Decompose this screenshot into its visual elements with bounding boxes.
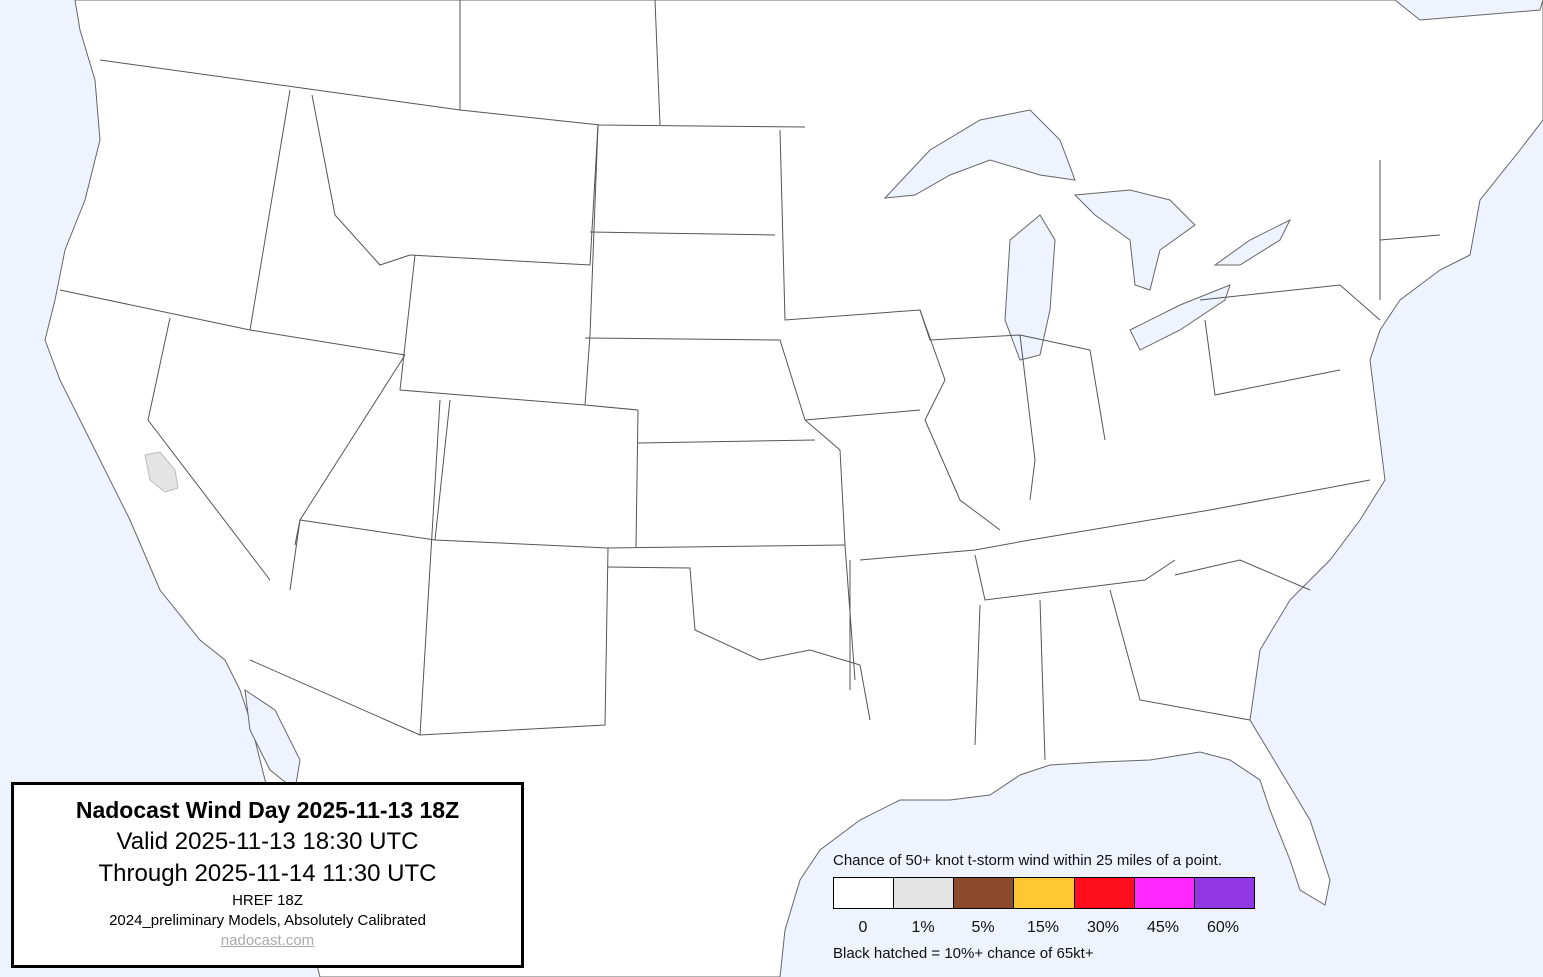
valid-time: Valid 2025-11-13 18:30 UTC: [116, 828, 419, 855]
border-line: [974, 604, 981, 746]
border-line: [59, 289, 406, 356]
border-line: [1174, 559, 1311, 591]
legend-swatch: [1194, 878, 1254, 908]
border-line: [1199, 284, 1381, 321]
forecast-area-1pct: [144, 451, 179, 493]
state-borders: [59, 0, 1441, 761]
border-line: [249, 659, 421, 736]
nadocast-link[interactable]: nadocast.com: [220, 932, 315, 949]
legend-swatch: [1074, 878, 1135, 908]
lake-superior: [883, 109, 1076, 199]
border-line: [1089, 349, 1106, 441]
title-box: Nadocast Wind Day 2025-11-13 18Z Valid 2…: [11, 782, 524, 968]
border-line: [1039, 599, 1046, 761]
border-line: [584, 124, 639, 411]
model-run: HREF 18Z: [232, 892, 303, 909]
border-line: [654, 0, 661, 126]
lake-huron: [1073, 189, 1196, 291]
border-line: [289, 519, 301, 591]
border-line: [637, 439, 816, 444]
legend-swatch: [1014, 878, 1075, 908]
legend-hatch-note: Black hatched = 10%+ chance of 65kt+: [833, 945, 1094, 962]
map-title: Nadocast Wind Day 2025-11-13 18Z: [75, 797, 460, 823]
great-lakes: [883, 109, 1292, 361]
legend-label: 60%: [1206, 919, 1240, 936]
border-line: [99, 59, 806, 128]
calibration-note: 2024_preliminary Models, Absolutely Cali…: [109, 912, 426, 929]
border-line: [299, 519, 846, 549]
border-line: [974, 554, 1176, 601]
legend: Chance of 50+ knot t-storm wind within 2…: [833, 852, 1273, 962]
border-line: [607, 566, 871, 721]
legend-swatch: [954, 878, 1015, 908]
legend-swatch: [1134, 878, 1195, 908]
border-line: [804, 409, 921, 421]
border-line: [919, 309, 1001, 531]
border-line: [1109, 589, 1251, 721]
lake-michigan: [1004, 214, 1056, 361]
legend-swatch: [834, 878, 895, 908]
legend-label: 30%: [1086, 919, 1120, 936]
legend-label: 1%: [911, 919, 935, 936]
border-line: [147, 317, 271, 581]
legend-labels: 0 1% 5% 15% 30% 45% 60%: [833, 919, 1253, 937]
legend-heading: Chance of 50+ knot t-storm wind within 2…: [833, 852, 1222, 869]
lake-erie: [1129, 284, 1231, 351]
legend-label: 5%: [971, 919, 995, 936]
border-line: [589, 231, 776, 236]
lake-ontario: [1213, 218, 1292, 266]
border-line: [859, 479, 1371, 561]
border-line: [399, 254, 586, 406]
through-time: Through 2025-11-14 11:30 UTC: [98, 860, 437, 887]
border-line: [419, 399, 609, 736]
legend-color-bar: [833, 877, 1255, 909]
border-line: [409, 124, 599, 266]
legend-label: 45%: [1146, 919, 1180, 936]
border-line: [434, 399, 451, 541]
border-line: [311, 94, 411, 266]
border-line: [1019, 334, 1036, 501]
legend-swatch: [894, 878, 955, 908]
border-line: [249, 89, 291, 331]
border-line: [1379, 234, 1441, 241]
legend-label: 0: [858, 919, 868, 936]
border-line: [1204, 319, 1341, 396]
legend-label: 15%: [1026, 919, 1060, 936]
border-line: [635, 409, 639, 549]
